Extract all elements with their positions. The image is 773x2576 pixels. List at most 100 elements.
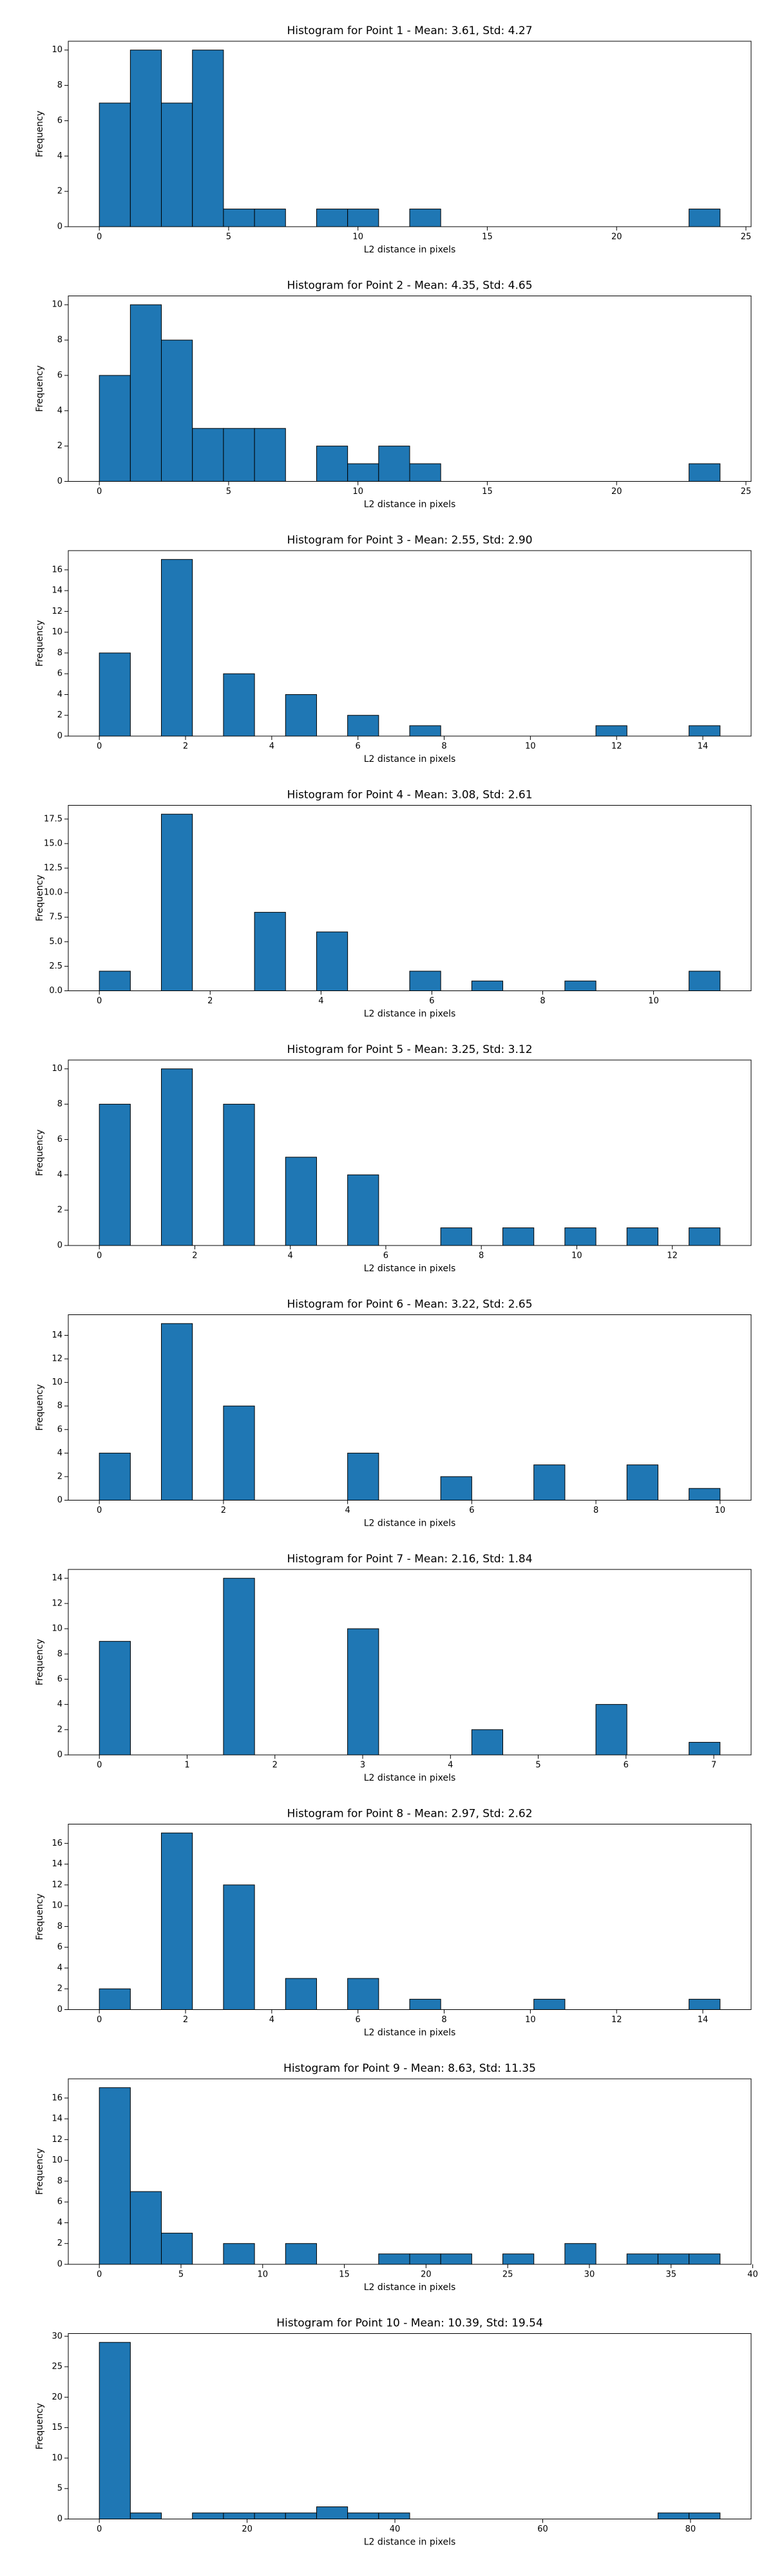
y-tick-label: 2	[57, 1472, 62, 1481]
x-tick-label: 4	[448, 1761, 453, 1770]
bar	[409, 2253, 441, 2265]
x-tick-label: 2	[192, 1251, 197, 1261]
chart-title: Histogram for Point 4 - Mean: 3.08, Std:…	[287, 789, 532, 802]
bar	[99, 2342, 131, 2520]
y-tick-label: 2	[57, 441, 62, 451]
bar	[285, 2512, 317, 2520]
y-tick-label: 0	[57, 732, 62, 741]
bar	[161, 1323, 193, 1501]
y-tick-label: 6	[57, 669, 62, 679]
bar	[316, 931, 348, 991]
y-tick-label: 0	[57, 2514, 62, 2524]
y-tick-label: 20	[52, 2392, 62, 2402]
chart-title: Histogram for Point 9 - Mean: 8.63, Std:…	[283, 2062, 536, 2075]
bar	[502, 1227, 535, 1246]
y-tick-label: 12	[52, 607, 62, 616]
y-tick-label: 15.0	[44, 838, 62, 848]
bar	[161, 102, 193, 227]
histogram-panel: Histogram for Point 6 - Mean: 3.22, Std:…	[35, 1298, 752, 1529]
x-tick-label: 25	[502, 2270, 513, 2280]
bar	[161, 1832, 193, 2011]
bar	[129, 2512, 162, 2520]
histogram-panel: Histogram for Point 8 - Mean: 2.97, Std:…	[35, 1808, 752, 2038]
y-axis-label: Frequency	[35, 365, 45, 412]
bar	[347, 715, 379, 737]
y-tick-label: 0	[57, 1495, 62, 1505]
x-tick-label: 0	[97, 1761, 102, 1770]
bar	[129, 304, 162, 482]
y-tick-label: 6	[57, 1674, 62, 1684]
bar	[564, 980, 596, 992]
axes-frame	[68, 1059, 752, 1246]
axes-frame	[68, 1314, 752, 1501]
bar	[161, 1068, 193, 1246]
bar	[409, 725, 441, 737]
y-tick-label: 6	[57, 1425, 62, 1434]
y-tick-label: 30	[52, 2331, 62, 2341]
y-tick-label: 2.5	[49, 961, 62, 971]
x-tick-label: 20	[611, 487, 622, 497]
bar	[192, 50, 224, 227]
bar	[254, 209, 286, 227]
y-tick-label: 8	[57, 2176, 62, 2186]
x-tick-label: 0	[97, 1251, 102, 1261]
bar	[689, 1741, 721, 1756]
y-tick-label: 0	[57, 477, 62, 486]
histogram-panel: Histogram for Point 10 - Mean: 10.39, St…	[35, 2317, 752, 2548]
x-tick-label: 4	[269, 2015, 274, 2025]
bar	[347, 1628, 379, 1756]
bar	[285, 1978, 317, 2011]
y-tick-label: 17.5	[44, 814, 62, 824]
x-tick-label: 12	[611, 742, 622, 752]
y-tick-label: 6	[57, 2197, 62, 2207]
bar	[689, 725, 721, 737]
bar	[285, 1157, 317, 1246]
x-tick-label: 0	[97, 1506, 102, 1515]
bar	[223, 209, 255, 227]
bar	[223, 673, 255, 737]
x-tick-label: 20	[421, 2270, 432, 2280]
x-tick-label: 4	[269, 742, 274, 752]
x-tick-label: 2	[272, 1761, 278, 1770]
axes-frame	[68, 41, 752, 227]
axes-frame	[68, 2333, 752, 2519]
y-tick-label: 8	[57, 1401, 62, 1411]
x-tick-label: 5	[226, 487, 231, 497]
y-tick-label: 10	[52, 627, 62, 637]
y-tick-label: 10	[52, 1901, 62, 1911]
x-tick-label: 60	[537, 2524, 548, 2534]
bar	[689, 2253, 721, 2265]
x-axis-label: L2 distance in pixels	[364, 2028, 456, 2038]
bar	[223, 428, 255, 482]
bar	[99, 1452, 131, 1501]
bar	[378, 2253, 410, 2265]
y-tick-label: 4	[57, 690, 62, 699]
y-tick-label: 16	[52, 1839, 62, 1848]
y-tick-label: 4	[57, 1700, 62, 1709]
bar	[502, 2253, 535, 2265]
x-tick-label: 20	[242, 2524, 253, 2534]
y-tick-label: 14	[52, 1859, 62, 1869]
x-tick-label: 8	[441, 2015, 446, 2025]
y-tick-label: 12.5	[44, 864, 62, 873]
bar	[689, 1488, 721, 1501]
x-tick-label: 0	[97, 232, 102, 242]
x-tick-label: 6	[383, 1251, 388, 1261]
y-tick-label: 10	[52, 45, 62, 55]
y-tick-label: 4	[57, 151, 62, 161]
y-tick-label: 12	[52, 1880, 62, 1889]
y-axis-label: Frequency	[35, 875, 45, 921]
x-tick-label: 2	[183, 2015, 188, 2025]
x-tick-label: 6	[429, 996, 434, 1006]
bar	[595, 725, 627, 737]
bar	[316, 209, 348, 227]
bar	[657, 2253, 690, 2265]
bar	[99, 1988, 131, 2011]
bar	[533, 1464, 566, 1501]
x-tick-label: 35	[665, 2270, 676, 2280]
x-tick-label: 14	[698, 742, 709, 752]
bar	[223, 2243, 255, 2265]
x-tick-label: 0	[97, 2015, 102, 2025]
y-tick-label: 10.0	[44, 888, 62, 898]
bar	[626, 1227, 658, 1246]
